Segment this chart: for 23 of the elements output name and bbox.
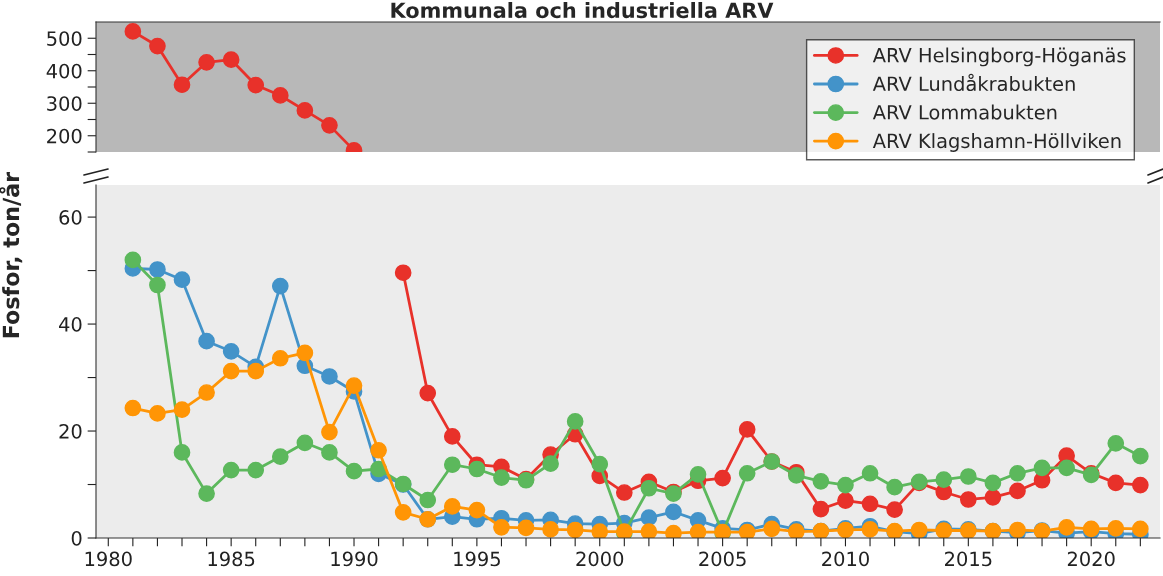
x-tick-label: 2010 <box>822 551 869 567</box>
y-tick-label: 20 <box>59 423 82 439</box>
y-tick-label: 0 <box>71 530 82 546</box>
x-tick-label: 1985 <box>208 551 255 567</box>
x-tick-label: 1980 <box>85 551 132 567</box>
x-tick-label: 2005 <box>699 551 746 567</box>
y-tick-label: 40 <box>59 317 82 332</box>
legend-label: ARV Lundåkrabukten <box>872 73 1075 92</box>
y-tick-label: 400 <box>46 63 82 79</box>
y-tick-label: 500 <box>47 31 82 46</box>
x-tick-label: 1995 <box>454 551 500 567</box>
x-tick-label: 2020 <box>1067 551 1115 567</box>
y-tick-label: 60 <box>59 210 82 225</box>
x-tick-label: 1990 <box>331 551 378 567</box>
x-tick-label: 2015 <box>945 551 992 567</box>
x-tick-label: 2000 <box>576 551 624 567</box>
y-axis-title: Fosfor, ton/år <box>0 171 23 338</box>
legend-label: ARV Lommabukten <box>872 104 1057 120</box>
legend-label: ARV Klagshamn-Höllviken <box>872 133 1121 152</box>
legend-label: ARV Helsingborg-Höganäs <box>872 47 1126 67</box>
y-tick-label: 200 <box>47 128 82 144</box>
chart-title: Kommunala och industriella ARV <box>391 2 774 19</box>
y-tick-label: 300 <box>47 96 82 111</box>
